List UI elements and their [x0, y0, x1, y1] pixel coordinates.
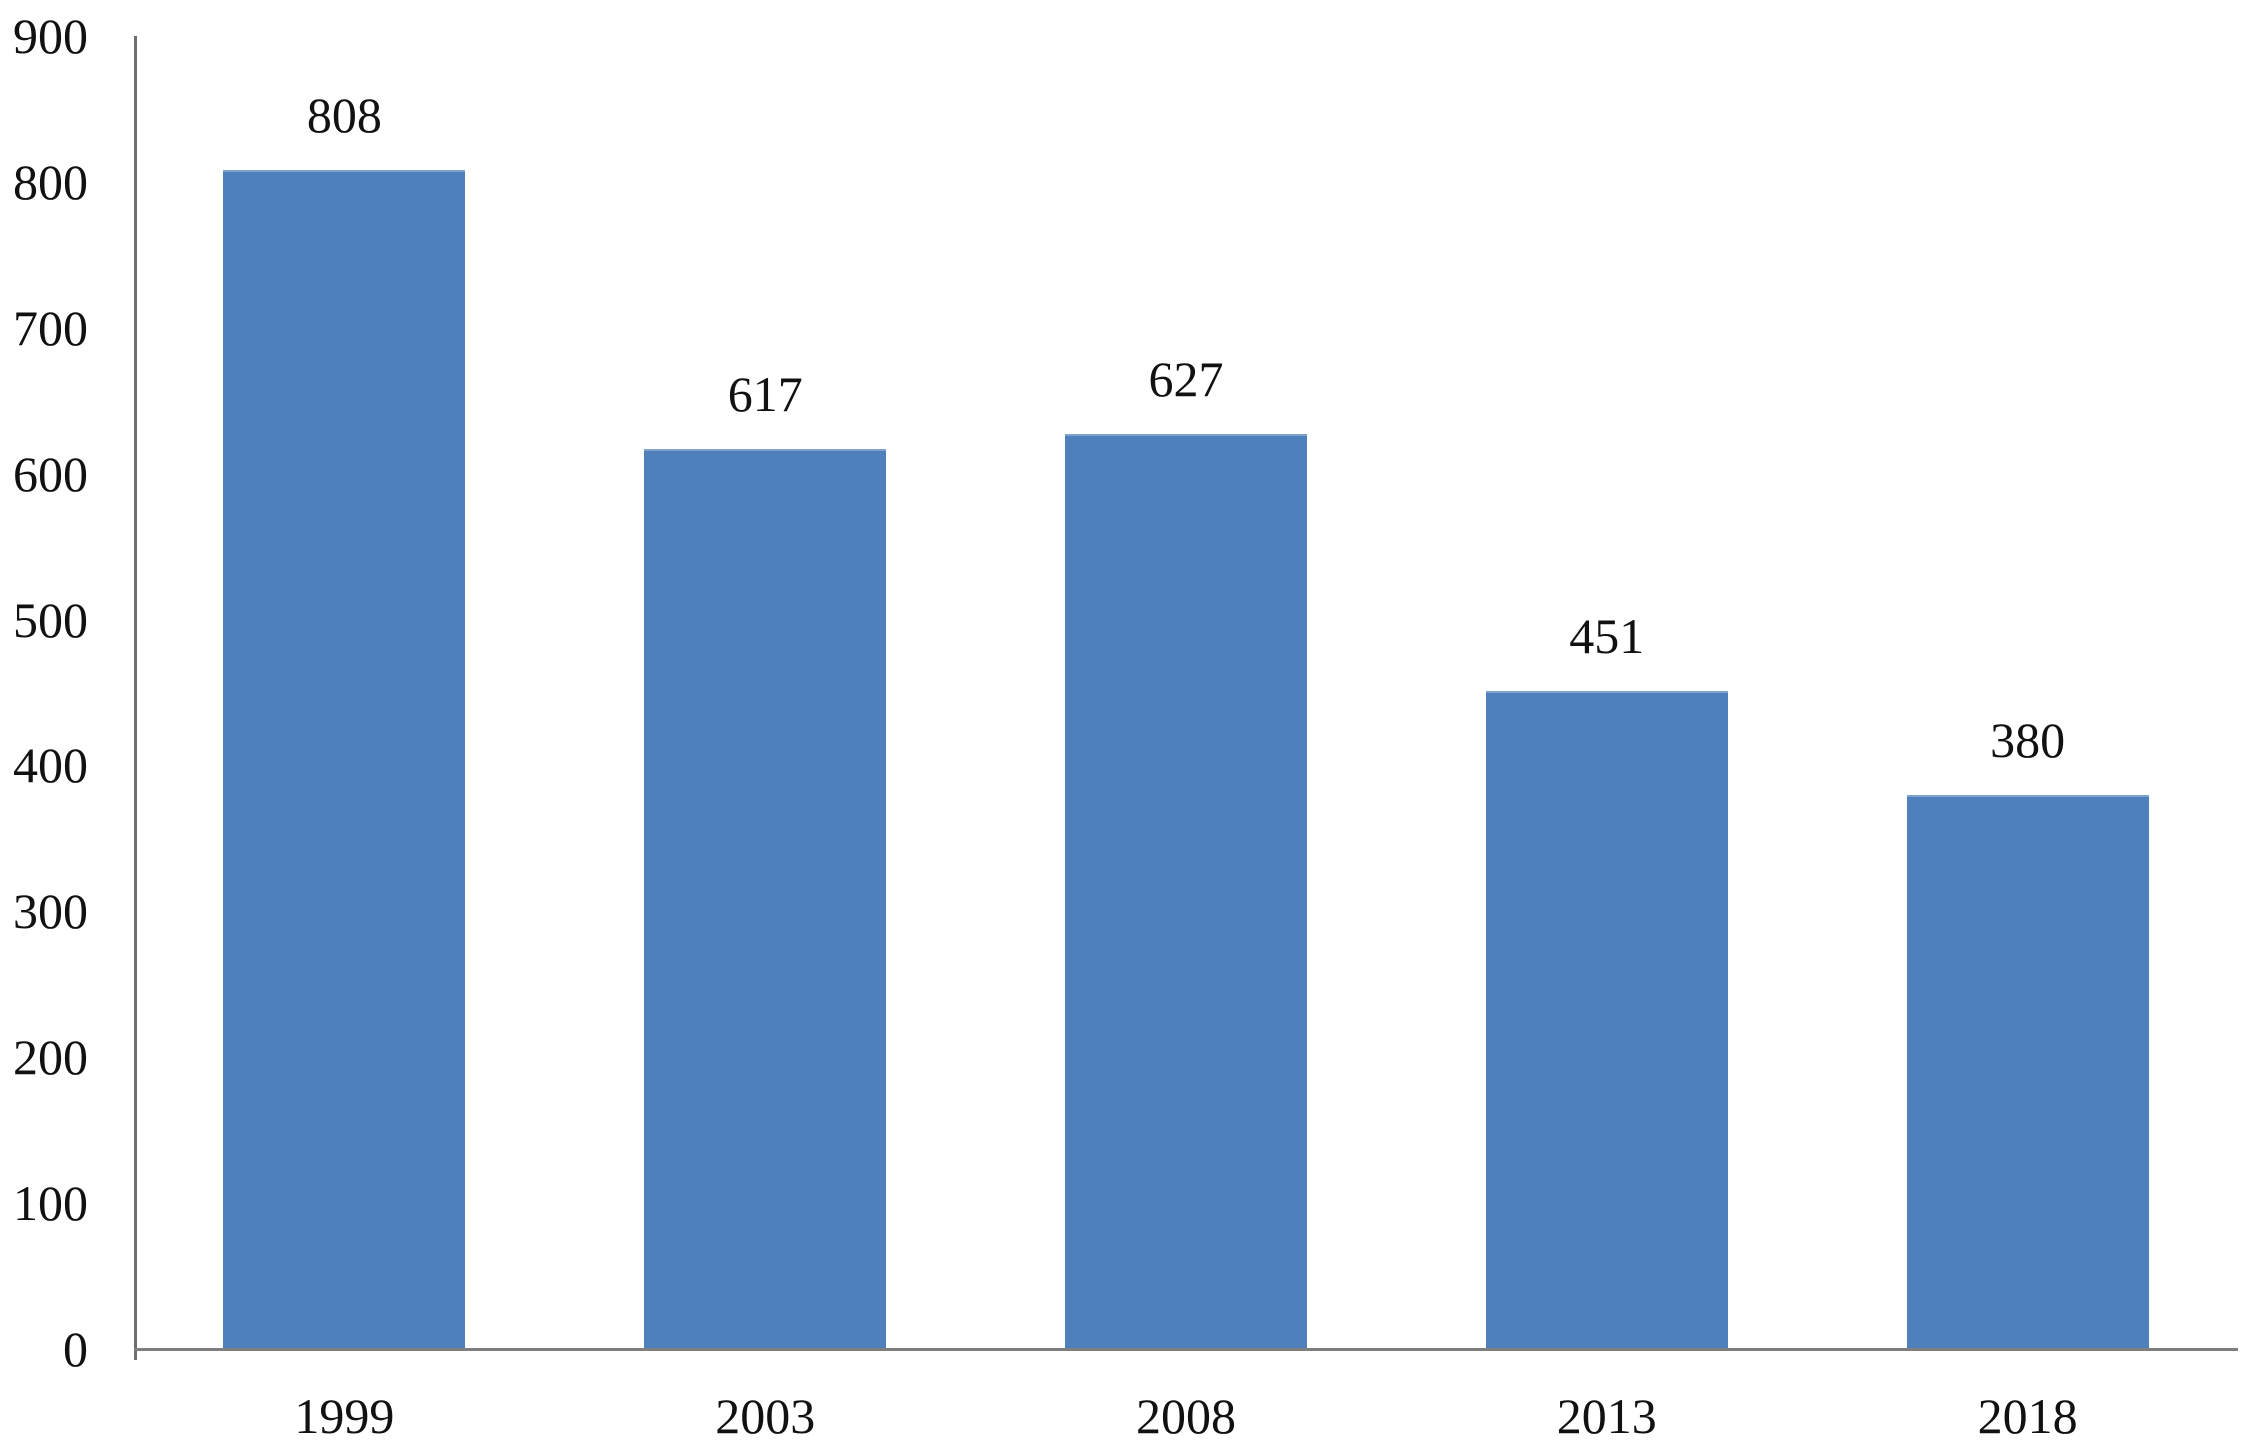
bar-value-label: 627 [1148, 351, 1224, 408]
bar-value-label: 451 [1569, 608, 1645, 665]
bar-value-label: 380 [1990, 711, 2066, 768]
y-tick-label: 800 [13, 153, 88, 210]
bar-value-label: 617 [727, 365, 803, 422]
y-tick-label: 500 [13, 591, 88, 648]
x-tick-label: 2003 [715, 1388, 816, 1444]
y-tick-label: 300 [13, 883, 88, 940]
y-axis-line [134, 36, 137, 1360]
bar-2013 [1485, 691, 1728, 1349]
y-tick-label: 0 [63, 1321, 88, 1377]
y-tick-label: 400 [13, 737, 88, 794]
bar-2003 [644, 448, 887, 1349]
y-tick-label: 100 [13, 1175, 88, 1232]
x-tick-label: 2008 [1136, 1388, 1236, 1444]
bar-value-label: 808 [306, 87, 382, 144]
bar-2018 [1906, 794, 2149, 1349]
y-tick-label: 700 [13, 299, 88, 356]
y-tick-label: 900 [13, 8, 88, 64]
y-tick-label: 200 [13, 1029, 88, 1086]
bar-2008 [1065, 434, 1307, 1349]
y-tick-label: 600 [13, 445, 88, 502]
x-tick-label: 2013 [1556, 1388, 1657, 1444]
x-tick-label: 1999 [294, 1388, 395, 1444]
x-axis-line [134, 1348, 2238, 1351]
x-tick-label: 2018 [1977, 1388, 2078, 1444]
bar-1999 [223, 170, 466, 1349]
